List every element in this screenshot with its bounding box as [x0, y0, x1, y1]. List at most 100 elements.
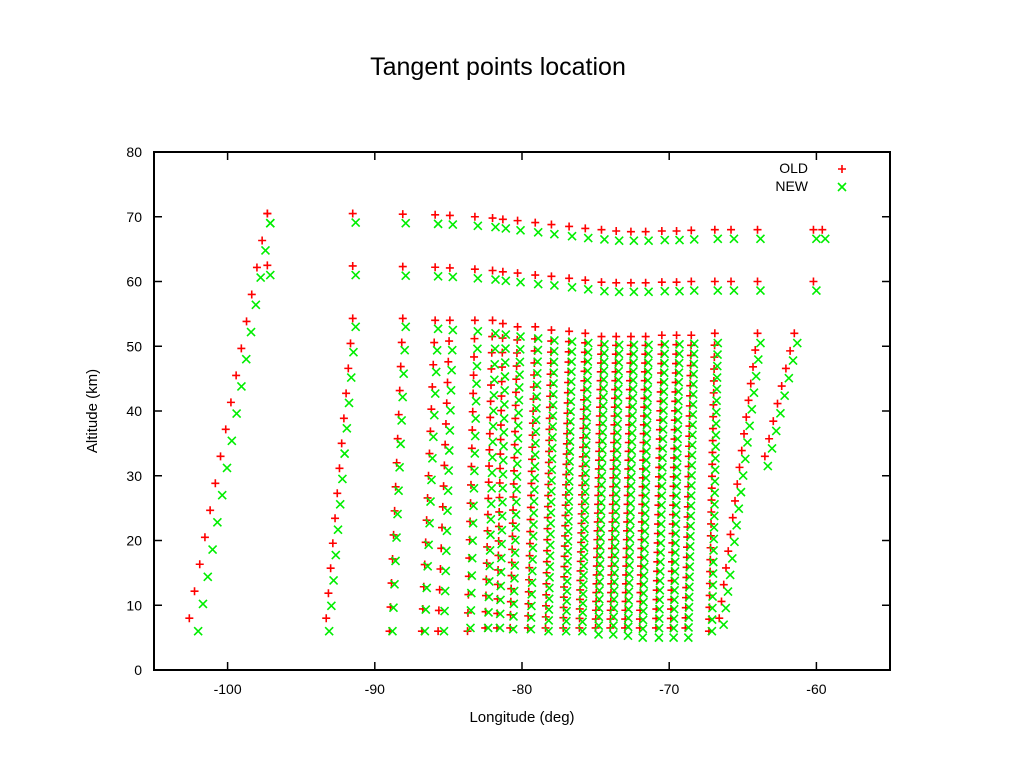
data-point-new [670, 538, 681, 548]
data-point-new [582, 403, 592, 413]
data-point-new [710, 476, 720, 486]
data-point-new [625, 551, 635, 561]
data-point-old [481, 591, 490, 600]
data-point-new [624, 578, 634, 588]
data-point-new [513, 421, 523, 431]
data-point-old [467, 462, 476, 471]
y-tick-label: 30 [126, 468, 142, 484]
data-point-new [658, 443, 668, 453]
data-point-new [596, 524, 606, 534]
data-point-new [689, 369, 699, 379]
data-point-new [514, 395, 524, 405]
data-point-old [657, 278, 666, 287]
data-point-new [546, 497, 556, 507]
data-point-new [448, 219, 458, 230]
data-point-old [710, 277, 719, 286]
data-point-new [469, 483, 479, 493]
data-point-new [526, 613, 536, 623]
data-point-new [597, 445, 607, 455]
data-point-new [562, 606, 572, 616]
data-point-new [342, 423, 352, 433]
data-point-new [611, 498, 621, 508]
data-point-old [333, 489, 342, 498]
data-point-new [533, 227, 543, 237]
data-point-new [628, 402, 638, 412]
data-point-new [624, 595, 634, 606]
data-point-new [657, 472, 667, 482]
data-point-new [433, 324, 443, 334]
data-point-new [337, 474, 347, 484]
data-point-old [612, 332, 621, 341]
data-point-old [335, 464, 344, 473]
data-point-old [469, 389, 478, 398]
data-point-new [496, 567, 506, 577]
data-point-new [685, 562, 695, 572]
data-point-new [583, 233, 593, 243]
data-point-new [484, 576, 494, 586]
data-point-new [623, 622, 633, 632]
data-point-new [626, 498, 636, 509]
data-point-new [565, 456, 575, 467]
data-point-new [686, 521, 696, 531]
data-point-old [470, 316, 479, 325]
data-point-new [564, 496, 574, 506]
data-point-new [643, 349, 653, 359]
data-point-new [671, 510, 681, 520]
data-point-new [530, 438, 541, 448]
data-point-new [528, 554, 538, 564]
data-point-new [644, 236, 654, 246]
data-point-new [654, 604, 665, 614]
data-point-old [781, 364, 790, 373]
data-point-old [525, 539, 534, 548]
data-point-new [499, 399, 509, 409]
data-point-new [614, 236, 624, 246]
data-point-new [509, 586, 519, 596]
data-point-new [530, 461, 540, 471]
data-point-new [660, 286, 670, 296]
data-point-new [629, 340, 639, 350]
data-point-old [626, 227, 635, 236]
data-point-new [473, 326, 483, 336]
data-point-new [707, 603, 717, 613]
data-point-new [547, 443, 557, 453]
data-point-new [709, 534, 719, 544]
data-point-new [444, 466, 454, 476]
data-point-new [531, 403, 541, 413]
data-point-new [642, 429, 652, 439]
data-point-old [348, 314, 357, 323]
data-point-new [544, 615, 554, 625]
data-point-old [511, 388, 520, 397]
data-point-old [326, 564, 335, 573]
data-point-old [438, 502, 447, 511]
data-point-new [441, 566, 451, 576]
data-point-new [656, 510, 666, 520]
data-point-new [610, 533, 620, 543]
data-point-new [583, 357, 593, 367]
data-point-new [396, 439, 406, 449]
data-point-new [443, 486, 453, 496]
data-point-new [544, 605, 554, 615]
data-point-new [755, 338, 766, 348]
data-point-new [533, 357, 543, 367]
data-point-new [498, 469, 508, 479]
data-point-new [627, 419, 637, 429]
y-tick-label: 70 [126, 209, 142, 225]
data-point-new [655, 576, 665, 586]
data-point-new [566, 397, 576, 407]
data-point-new [660, 339, 670, 349]
data-point-new [564, 466, 574, 477]
data-point-new [628, 358, 639, 368]
data-point-old [443, 378, 452, 387]
data-point-old [751, 346, 760, 355]
data-point-new [626, 490, 636, 500]
data-point-new [599, 234, 609, 244]
data-point-new [811, 285, 821, 296]
data-point-new [510, 561, 520, 571]
data-point-new [598, 401, 608, 411]
data-point-old [726, 530, 735, 539]
data-point-new [501, 330, 511, 340]
data-point-new [609, 577, 619, 587]
data-point-new [495, 609, 505, 619]
data-point-old [733, 480, 742, 489]
data-point-new [511, 510, 521, 520]
